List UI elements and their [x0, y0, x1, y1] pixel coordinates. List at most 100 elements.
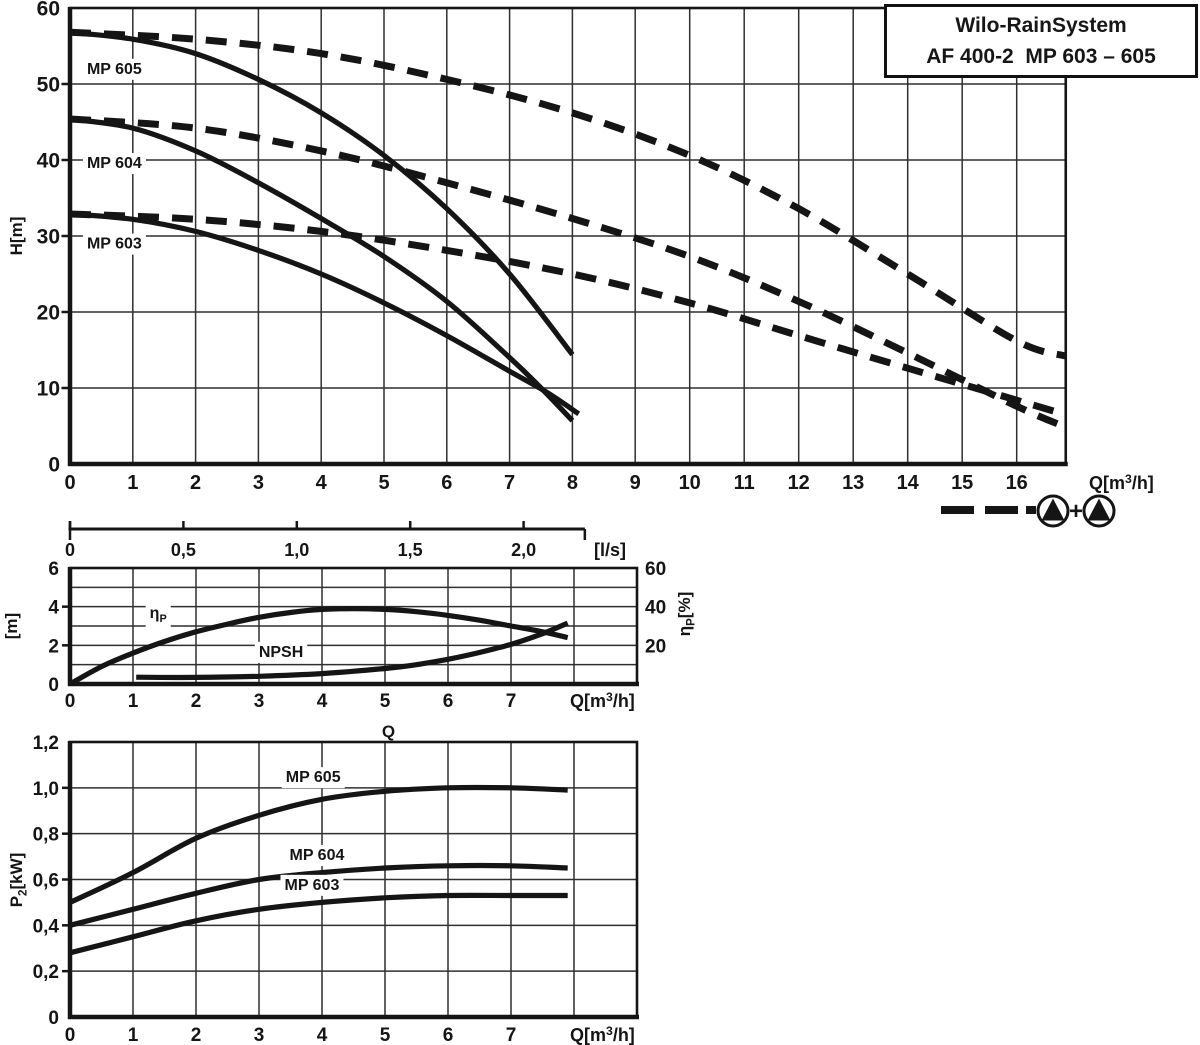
y-right-axis-label: ηP[%]: [675, 592, 697, 637]
series-mp-603-solid: [69, 211, 581, 416]
y-tick-label: 1,2: [33, 733, 59, 754]
y-axis-label: H[m]: [7, 217, 26, 256]
y-tick-label: 0,2: [33, 962, 59, 983]
x-tick-label: 15: [951, 472, 973, 494]
curve-label-mp-605: MP 605: [286, 769, 341, 786]
series-mp-604-solid: [69, 862, 568, 928]
pump-icon: [1082, 494, 1116, 528]
series-eta-p-solid: [68, 606, 569, 687]
y-right-tick-label: 40: [645, 598, 666, 619]
x-tick-label: 0: [64, 472, 75, 494]
x-tick-label: 6: [443, 1025, 454, 1045]
x-tick-label: 5: [378, 472, 389, 494]
series-mp-604-two-pumps-parallel-dashed: [69, 115, 1065, 430]
x-axis-unit-label: Q[m3/h]: [1089, 472, 1154, 493]
x-tick-label: 12: [788, 472, 810, 494]
x-tick-label: 14: [897, 472, 920, 494]
title-line-1: Wilo-RainSystem: [955, 13, 1127, 37]
x-axis-unit-label: Q[m3/h]: [570, 1024, 635, 1045]
y-left-axis-label: [m]: [2, 613, 21, 639]
x-tick-label: 2: [190, 472, 201, 494]
x-tick-label: 4: [316, 472, 328, 494]
x-tick-label: 9: [630, 472, 641, 494]
x-tick-label: 1: [127, 472, 138, 494]
pump-icon: [1036, 494, 1070, 528]
series-mp-603-two-pumps-parallel-dashed: [69, 210, 1067, 418]
x-tick-label: 4: [317, 691, 328, 712]
y-tick-label: 20: [37, 302, 60, 325]
plus-sign: +: [1069, 498, 1083, 525]
power-tick-labels: 0 0,2 0,4 0,6 0,8 1,0 1,2 0 1 2 3 4 5 6 7: [33, 733, 517, 1045]
curve-label-mp-603: MP 603: [284, 877, 339, 894]
chart-title: Q: [382, 722, 395, 741]
pump-triangle: [1041, 498, 1065, 521]
ls-tick-label: 0: [65, 540, 75, 560]
label-mask: [285, 845, 349, 867]
curve-label-mp-604: MP 604: [290, 847, 345, 864]
x-tick-label: 5: [380, 1025, 391, 1045]
legend-dash-sample: [985, 506, 1018, 514]
x-tick-label: 7: [504, 472, 515, 494]
ls-tick-label: 0,5: [171, 540, 196, 560]
series-mp-605-solid: [68, 784, 568, 905]
curve-label-mp-605: MP 605: [87, 61, 142, 78]
x-tick-label: 3: [254, 1025, 265, 1045]
pump-triangle: [1087, 498, 1111, 521]
curve-label-mp-604: MP 604: [87, 155, 142, 172]
npsh-eta-tick-labels: 0 2 4 6 20 40 60 0 1 2 3 4 5 6 7: [48, 559, 666, 712]
x-tick-label: 0: [65, 1025, 76, 1045]
y-left-tick-label: 2: [48, 636, 59, 657]
y-tick-label: 0,8: [33, 825, 59, 846]
x-tick-label: 1: [128, 1025, 139, 1045]
label-mask: [82, 58, 146, 80]
x-tick-label: 3: [254, 691, 265, 712]
y-tick-label: 60: [37, 0, 60, 21]
legend-parallel-operation: +: [941, 494, 1116, 528]
x-tick-label: 8: [567, 472, 578, 494]
y-tick-label: 1,0: [33, 779, 59, 800]
x-tick-label: 13: [842, 472, 864, 494]
legend-dash-sample: [1026, 506, 1036, 514]
y-right-tick-label: 20: [645, 636, 666, 657]
x-tick-label: 2: [191, 691, 202, 712]
x-tick-label: 6: [443, 691, 454, 712]
ls-axis: 0 0,5 1,0 1,5 2,0 [l/s]: [65, 521, 626, 560]
legend-dash-sample: [941, 506, 974, 514]
y-tick-label: 0: [48, 1008, 59, 1029]
ls-unit-label: [l/s]: [594, 540, 626, 560]
title-line-2: AF 400-2 MP 603 – 605: [926, 45, 1156, 68]
title-box: Wilo-RainSystem AF 400-2 MP 603 – 605: [884, 4, 1198, 78]
curve-label-p: ηP: [150, 605, 167, 625]
y-tick-label: 0,4: [33, 916, 60, 937]
x-tick-label: 7: [506, 1025, 517, 1045]
curve-label-mp-603: MP 603: [87, 236, 142, 253]
y-tick-label: 0,6: [33, 871, 59, 892]
ls-tick-label: 2,0: [511, 540, 536, 560]
x-tick-label: 10: [679, 472, 701, 494]
x-tick-label: 5: [380, 691, 391, 712]
npsh-eta-chart: 0 0,5 1,0 1,5 2,0 [l/s] 0 2 4 6 20 40 60 0 1 2 3 4 5 6 7 Q[m3…: [2, 521, 697, 712]
x-tick-label: 0: [65, 691, 76, 712]
power-gridlines: [70, 742, 637, 1017]
x-tick-label: 2: [191, 1025, 202, 1045]
y-tick-label: 50: [37, 74, 60, 97]
y-tick-label: 40: [37, 150, 60, 173]
ls-tick-label: 1,0: [284, 540, 309, 560]
y-axis-label: P2[kW]: [7, 853, 29, 908]
y-tick-label: 30: [37, 226, 60, 249]
y-left-tick-label: 6: [48, 559, 59, 580]
y-left-tick-label: 0: [48, 675, 59, 696]
series-mp-603-solid: [69, 892, 568, 956]
x-axis-unit-label: Q[m3/h]: [570, 690, 635, 711]
power-chart: 0 0,2 0,4 0,6 0,8 1,0 1,2 0 1 2 3 4 5 6 7 Q[m3/h] P2[kW]…: [7, 722, 639, 1045]
label-mask: [280, 874, 344, 896]
x-tick-label: 1: [128, 691, 139, 712]
y-left-tick-label: 4: [48, 598, 59, 619]
x-tick-label: 6: [441, 472, 452, 494]
series-npsh-solid: [136, 620, 569, 681]
x-tick-label: 4: [317, 1025, 328, 1045]
series-mp-605-solid: [69, 29, 575, 357]
